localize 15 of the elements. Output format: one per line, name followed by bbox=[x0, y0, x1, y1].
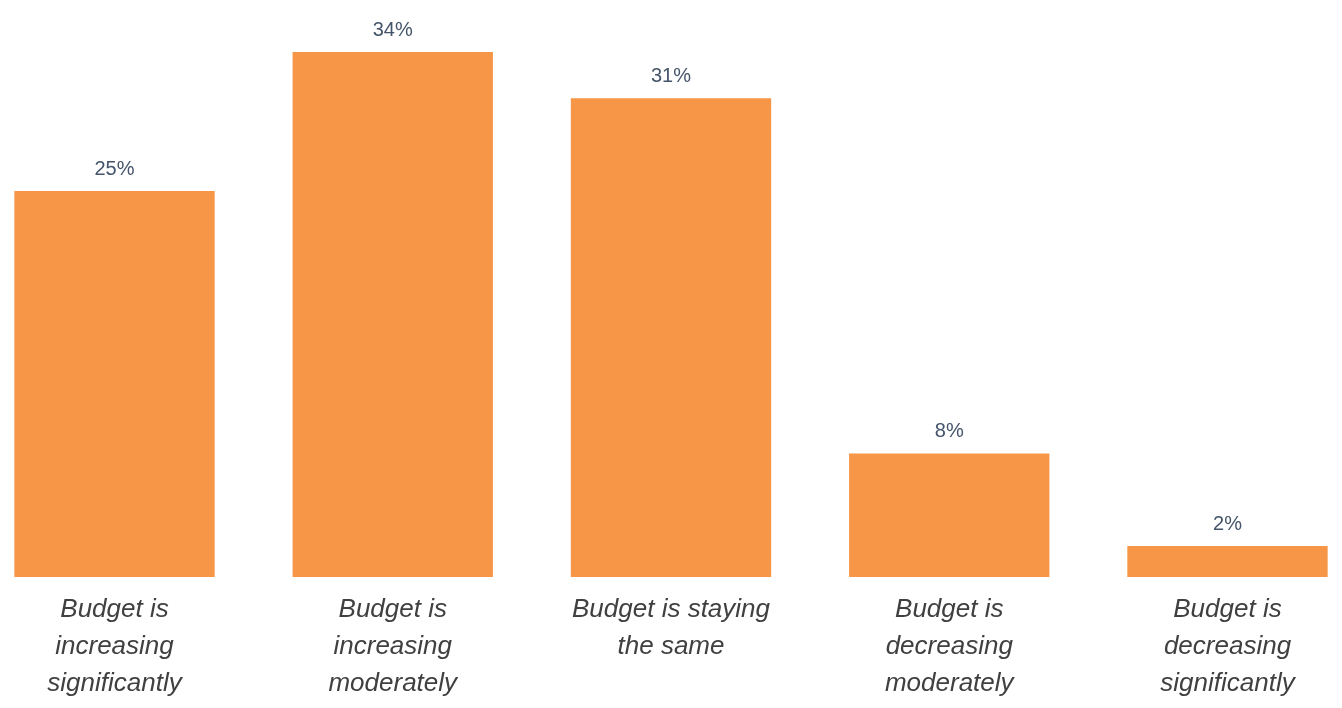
bar bbox=[849, 453, 1050, 577]
bar bbox=[1127, 546, 1328, 577]
bar bbox=[570, 98, 772, 577]
x-tick-label: Budget is increasing moderately bbox=[328, 592, 460, 697]
x-tick-label: Budget is decreasing significantly bbox=[1160, 592, 1297, 697]
data-label: 8% bbox=[934, 419, 964, 442]
bar bbox=[14, 190, 215, 577]
x-tick-label: Budget is decreasing moderately bbox=[884, 592, 1016, 697]
x-tick-label: Budget is increasing significantly bbox=[47, 592, 184, 697]
data-label: 34% bbox=[372, 18, 413, 40]
x-tick-label: Budget is staying the same bbox=[571, 592, 771, 660]
data-label: 31% bbox=[650, 64, 692, 87]
bar bbox=[292, 52, 493, 577]
data-label: 25% bbox=[94, 156, 135, 179]
data-label: 2% bbox=[1213, 512, 1243, 535]
